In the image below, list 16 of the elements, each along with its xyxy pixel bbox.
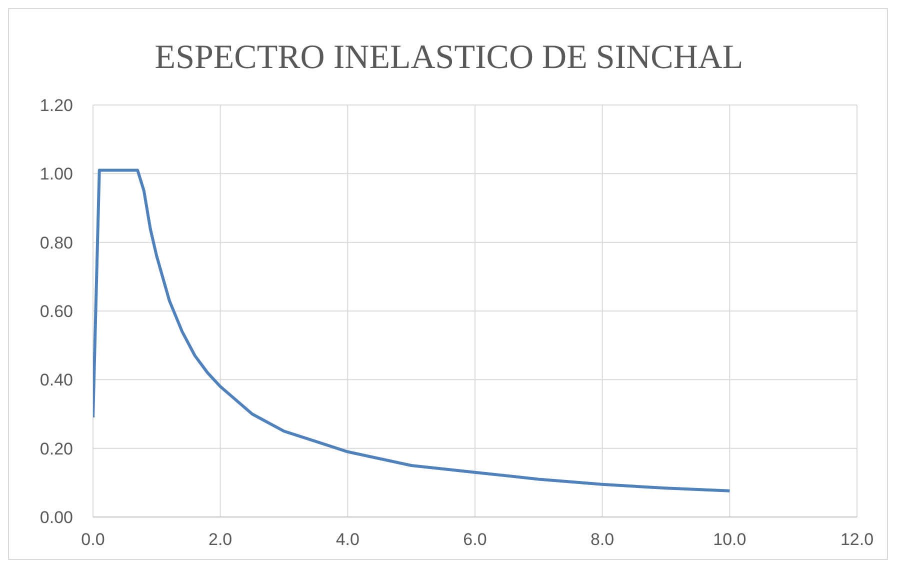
y-tick-label: 1.20 — [40, 96, 73, 116]
x-tick-label: 0.0 — [81, 530, 105, 550]
x-tick-label: 10.0 — [713, 530, 746, 550]
x-tick-label: 2.0 — [208, 530, 232, 550]
x-tick-label: 4.0 — [336, 530, 360, 550]
y-tick-label: 0.60 — [40, 302, 73, 322]
y-tick-label: 0.40 — [40, 370, 73, 390]
line-series — [93, 168, 732, 492]
y-tick-label: 0.00 — [40, 508, 73, 528]
y-tick-label: 0.80 — [40, 233, 73, 252]
chart-title: ESPECTRO INELASTICO DE SINCHAL — [154, 39, 744, 77]
y-tick-label: 0.20 — [40, 439, 73, 458]
y-tick-label: 1.00 — [40, 164, 73, 184]
x-tick-label: 12.0 — [840, 530, 874, 550]
x-tick-label: 6.0 — [463, 530, 487, 550]
x-tick-label: 8.0 — [590, 530, 614, 550]
